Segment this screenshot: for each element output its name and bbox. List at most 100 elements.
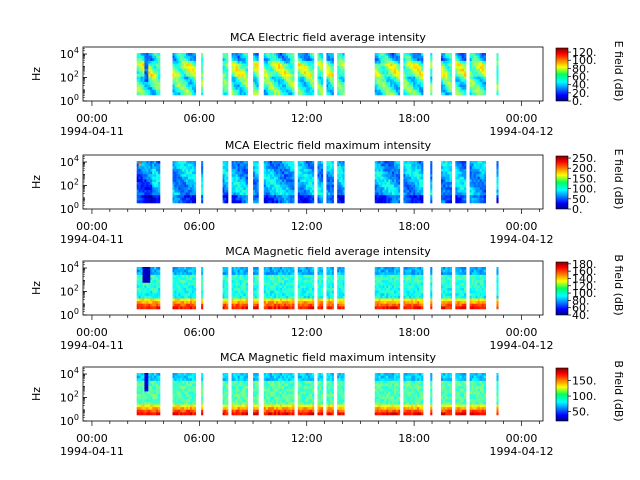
spectrogram-cell [178,166,181,170]
spectrogram-cell [182,187,185,191]
spectrogram-cell [297,63,301,67]
spectrogram-cell [338,179,342,183]
spectrogram-cell [376,179,379,183]
spectrogram-cell [256,290,259,294]
spectrogram-cell [180,63,183,67]
spectrogram-cell [282,81,285,85]
spectrogram-cell [319,174,322,178]
spectrogram-cell [337,187,340,191]
spectrogram-cell [305,195,309,199]
spectrogram-cell [156,58,159,62]
spectrogram-cell [309,66,313,70]
colorbar-tick-label: 50. [572,193,590,206]
spectrogram-cell [201,200,204,204]
spectrogram-cell [286,197,289,201]
spectrogram-cell [337,176,340,180]
spectrogram-cell [403,53,406,56]
spectrogram-cell [284,171,287,175]
spectrogram-cell [342,89,345,93]
spectrogram-cell [319,195,322,199]
spectrogram-cell [340,174,343,178]
spectrogram-cell [241,66,244,70]
spectrogram-cell [394,187,397,191]
spectrogram-cell [326,66,329,70]
spectrogram-cell [201,68,204,72]
spectrogram-cell [483,68,487,72]
spectrogram-cell [409,168,412,172]
spectrogram-cell [138,285,141,289]
spectrogram-cell [233,71,236,75]
spectrogram-cell [380,53,383,56]
spectrogram-cell [154,179,157,183]
spectrogram-cell [301,298,305,302]
spectrogram-cell [224,282,227,286]
spectrogram-cell [188,79,191,83]
spectrogram-cell [477,53,480,56]
spectrogram-cell [445,87,448,91]
spectrogram-cell [146,192,149,196]
spectrogram-cell [180,200,183,204]
spectrogram-cell [321,166,324,170]
spectrogram-cell [455,184,458,188]
spectrogram-cell [471,174,474,178]
spectrogram-cell [338,161,342,164]
spectrogram-cell [136,60,139,64]
spectrogram-cell [290,176,293,180]
spectrogram-cell [277,184,281,188]
spectrogram-cell [237,163,240,167]
spectrogram-cell [186,272,189,276]
spectrogram-cell [189,285,193,289]
spectrogram-cell [469,161,472,164]
spectrogram-cell [337,166,340,170]
spectrogram-cell [301,192,305,196]
spectrogram-cell [376,60,379,64]
spectrogram-cell [388,87,391,91]
spectrogram-cell [180,179,183,183]
spectrogram-cell [245,295,248,299]
spectrogram-cell [447,92,450,96]
spectrogram-cell [380,195,383,199]
spectrogram-cell [299,53,303,56]
spectrogram-cell [241,192,244,196]
spectrogram-cell [136,68,139,72]
spectrogram-cell [290,182,293,185]
spectrogram-cell [154,174,157,178]
spectrogram-cell [374,55,377,59]
spectrogram-cell [459,89,463,93]
spectrogram-cell [144,192,147,196]
spectrogram-cell [237,285,240,289]
spectrogram-cell [138,81,141,85]
spectrogram-cell [337,66,340,70]
spectrogram-cell [447,58,450,62]
spectrogram-cell [326,197,329,201]
spectrogram-cell [403,171,406,175]
spectrogram-cell [417,189,420,193]
spectrogram-cell [388,187,391,191]
spectrogram-cell [273,53,277,56]
spectrogram-cell [142,295,145,299]
spectrogram-cell [188,298,191,302]
spectrogram-cell [269,79,273,83]
spectrogram-cell [180,182,183,185]
spectrogram-cell [140,58,143,62]
spectrogram-cell [256,280,259,284]
spectrogram-cell [152,277,155,281]
spectrogram-cell [231,280,234,284]
spectrogram-cell [311,293,315,297]
spectrogram-cell [443,79,446,83]
spectrogram-cell [386,192,389,196]
spectrogram-cell [330,280,333,284]
spectrogram-cell [174,295,177,299]
spectrogram-cell [184,192,187,196]
spectrogram-cell [481,71,485,75]
spectrogram-cell [301,200,305,204]
spectrogram-cell [224,295,227,299]
spectrogram-cell [419,60,422,64]
spectrogram-cell [152,274,155,278]
spectrogram-cell [277,74,281,77]
spectrogram-cell [267,60,271,64]
spectrogram-cell [237,71,240,75]
spectrogram-cell [176,179,179,183]
spectrogram-cell [267,74,271,77]
spectrogram-cell [457,92,460,96]
